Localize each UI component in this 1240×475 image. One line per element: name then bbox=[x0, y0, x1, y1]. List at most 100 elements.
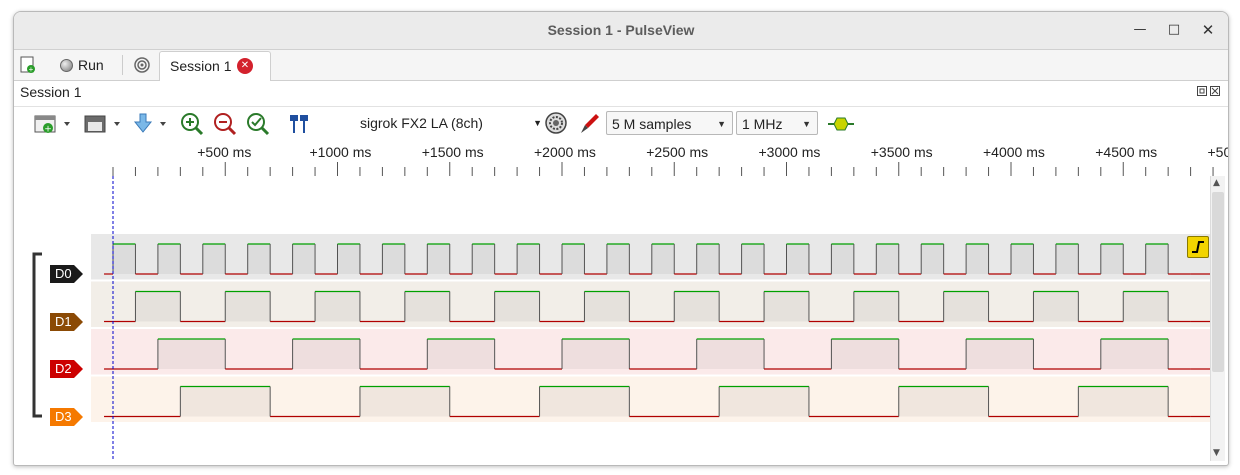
save-menu-button[interactable] bbox=[84, 113, 124, 139]
signal-high-fill bbox=[1011, 244, 1034, 274]
signal-high-fill bbox=[1100, 339, 1169, 369]
channel-label-d1[interactable]: D1 bbox=[50, 312, 74, 331]
signal-high-fill bbox=[180, 386, 271, 417]
zoom-out-button[interactable] bbox=[213, 112, 239, 140]
ruler-label: +3500 ms bbox=[870, 144, 933, 160]
tab-session-1[interactable]: Session 1 ✕ bbox=[159, 51, 271, 81]
main-toolbar: + sigrok FX2 LA (8ch) ▼ 5 bbox=[14, 106, 1228, 141]
sample-count-value: 5 M samples bbox=[612, 116, 692, 132]
ruler-label: +500 ms bbox=[197, 144, 252, 160]
signal-high-fill bbox=[966, 244, 989, 274]
signal-high-fill bbox=[853, 291, 899, 322]
ruler-label: +1500 ms bbox=[421, 144, 484, 160]
vertical-scrollbar[interactable]: ▲ ▼ bbox=[1210, 176, 1225, 461]
signal-high-fill bbox=[966, 339, 1034, 369]
chevron-down-icon: ▼ bbox=[802, 119, 811, 129]
scroll-down-icon[interactable]: ▼ bbox=[1213, 448, 1220, 458]
new-document-icon: + bbox=[20, 56, 35, 74]
channel-group-bracket bbox=[32, 252, 42, 418]
scroll-thumb[interactable] bbox=[1212, 192, 1224, 372]
signal-high-fill bbox=[764, 291, 809, 322]
maximize-icon[interactable]: □ bbox=[1167, 22, 1181, 37]
signal-high-fill bbox=[292, 244, 316, 274]
signal-high-fill bbox=[292, 339, 360, 369]
signal-high-fill bbox=[898, 386, 989, 417]
zoom-fit-button[interactable] bbox=[246, 112, 272, 140]
device-selector[interactable]: sigrok FX2 LA (8ch) ▼ bbox=[360, 111, 542, 135]
trace-view[interactable] bbox=[91, 176, 1210, 461]
tab-session-label: Session 1 bbox=[170, 58, 232, 74]
channel-label-d0[interactable]: D0 bbox=[50, 265, 74, 283]
minimize-icon[interactable]: — bbox=[1133, 22, 1147, 37]
signal-high-fill bbox=[225, 291, 271, 322]
ruler-label: +2500 ms bbox=[646, 144, 709, 160]
stop-button[interactable] bbox=[134, 52, 150, 78]
signal-high-fill bbox=[1033, 291, 1079, 322]
signal-high-fill bbox=[157, 244, 181, 274]
signal-high-fill bbox=[943, 291, 989, 322]
trace-row-d1 bbox=[91, 281, 1210, 327]
run-button[interactable]: Run bbox=[60, 52, 104, 78]
probe-pen-icon bbox=[581, 114, 599, 133]
channel-label-d2[interactable]: D2 bbox=[50, 360, 74, 378]
open-file-icon: + bbox=[34, 115, 70, 135]
signal-high-fill bbox=[831, 339, 899, 369]
cursor-pair-icon bbox=[290, 115, 308, 133]
samplerate-select[interactable]: 1 MHz ▼ bbox=[736, 111, 818, 135]
add-decoder-button[interactable] bbox=[826, 113, 856, 139]
channel-label-arrow bbox=[74, 312, 83, 331]
dock-close-icon[interactable] bbox=[1210, 85, 1220, 100]
signal-high-fill bbox=[584, 291, 630, 322]
signal-high-fill bbox=[606, 244, 630, 274]
signal-high-fill bbox=[1145, 244, 1169, 274]
signal-high-fill bbox=[831, 244, 854, 274]
signal-high-fill bbox=[315, 291, 360, 322]
signal-high-fill bbox=[427, 244, 450, 274]
signal-high-fill bbox=[1123, 291, 1169, 322]
ruler-label: +3000 ms bbox=[758, 144, 821, 160]
trace-row-d0 bbox=[91, 234, 1210, 280]
signal-high-fill bbox=[696, 339, 765, 369]
signal-high-fill bbox=[382, 244, 405, 274]
chevron-down-icon: ▼ bbox=[533, 118, 542, 128]
signal-high-fill bbox=[1055, 244, 1079, 274]
channel-label-arrow bbox=[74, 360, 83, 378]
trigger-rising-edge-icon[interactable] bbox=[1187, 236, 1209, 258]
signal-high-fill bbox=[337, 244, 360, 274]
device-config-button[interactable] bbox=[544, 111, 568, 139]
main-window: Session 1 - PulseView — □ ✕ + Run Sessio… bbox=[13, 11, 1229, 466]
dock-float-icon[interactable] bbox=[1197, 85, 1207, 100]
zoom-fit-icon bbox=[247, 113, 270, 136]
zoom-in-button[interactable] bbox=[180, 112, 206, 140]
signal-high-fill bbox=[696, 244, 720, 274]
signal-high-fill bbox=[674, 291, 720, 322]
show-cursors-button[interactable] bbox=[286, 113, 312, 139]
new-session-button[interactable]: + bbox=[20, 52, 36, 78]
scroll-up-icon[interactable]: ▲ bbox=[1213, 178, 1220, 188]
signal-high-fill bbox=[921, 244, 944, 274]
zoom-in-icon bbox=[181, 113, 204, 136]
probe-config-button[interactable] bbox=[578, 111, 602, 139]
zoom-out-icon bbox=[214, 113, 237, 136]
ruler-label: +5000 ms bbox=[1207, 144, 1229, 160]
channel-label-d3[interactable]: D3 bbox=[50, 407, 74, 426]
signal-high-fill bbox=[202, 244, 226, 274]
trace-row-d2 bbox=[91, 329, 1210, 375]
save-file-icon bbox=[84, 115, 120, 133]
signal-high-fill bbox=[651, 244, 675, 274]
ruler-label: +4500 ms bbox=[1095, 144, 1158, 160]
signal-high-fill bbox=[135, 291, 181, 322]
signal-high-fill bbox=[359, 386, 450, 417]
signal-high-fill bbox=[562, 244, 585, 274]
close-icon[interactable]: ✕ bbox=[1201, 21, 1215, 39]
signal-high-fill bbox=[157, 339, 226, 369]
tab-close-icon[interactable]: ✕ bbox=[237, 58, 253, 74]
svg-text:+: + bbox=[44, 125, 52, 135]
svg-text:+: + bbox=[29, 65, 34, 74]
signal-high-fill bbox=[562, 339, 630, 369]
signal-high-fill bbox=[1100, 244, 1124, 274]
decoder-menu-button[interactable] bbox=[132, 112, 172, 140]
trace-row-d3 bbox=[91, 376, 1210, 422]
open-menu-button[interactable]: + bbox=[34, 113, 74, 139]
sample-count-select[interactable]: 5 M samples ▼ bbox=[606, 111, 733, 135]
